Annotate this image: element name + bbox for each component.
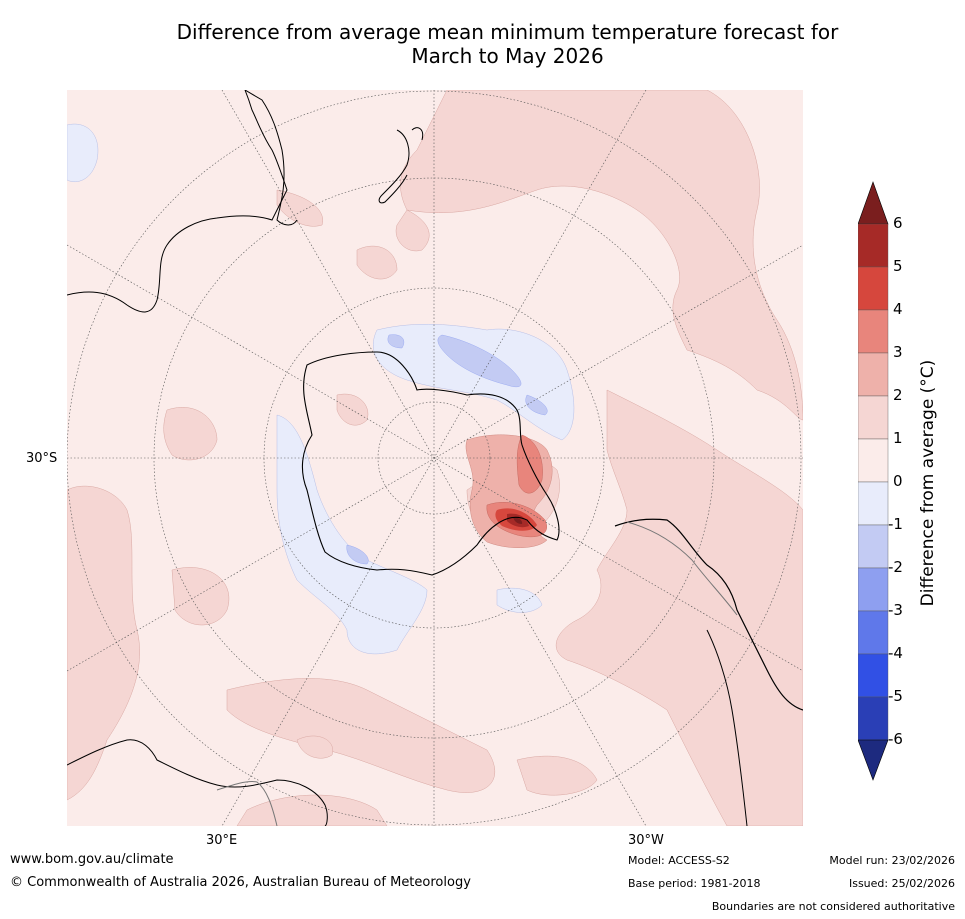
- footer-disclaimer: Boundaries are not considered authoritat…: [711, 900, 955, 913]
- colorbar-box: [858, 223, 889, 268]
- colorbar-tick-label: -2: [888, 558, 903, 576]
- colorbar-box: [858, 481, 889, 526]
- colorbar-box: [858, 266, 889, 311]
- map-title: Difference from average mean minimum tem…: [0, 20, 965, 68]
- footer-url: www.bom.gov.au/climate: [10, 852, 174, 867]
- colorbar-tick-label: 3: [893, 343, 903, 361]
- cool-strong-regions: [346, 334, 548, 565]
- footer-model: Model: ACCESS-S2: [628, 854, 730, 867]
- australia-east-coast: [244, 90, 298, 226]
- colorbar-tick-label: 0: [893, 472, 903, 490]
- south-america-inland-boundary: [626, 521, 738, 616]
- colorbar-tick-label: -5: [888, 687, 903, 705]
- colorbar-tick-label: 6: [893, 214, 903, 232]
- lat-label-30s: 30°S: [26, 451, 58, 466]
- colorbar-box: [858, 309, 889, 354]
- colorbar-extend-min: [858, 739, 889, 781]
- africa-coastline: [67, 739, 328, 826]
- colorbar-title: Difference from average (°C): [918, 359, 938, 607]
- title-line-1: Difference from average mean minimum tem…: [176, 20, 839, 44]
- colorbar-extend-max: [858, 181, 889, 225]
- footer-model-run: Model run: 23/02/2026: [829, 854, 955, 867]
- australia-coastline: [67, 90, 288, 313]
- colorbar-tick-label: 1: [893, 429, 903, 447]
- colorbar-box: [858, 653, 889, 698]
- colorbar-box: [858, 438, 889, 483]
- footer-issued: Issued: 25/02/2026: [848, 877, 955, 890]
- footer-copyright: © Commonwealth of Australia 2026, Austra…: [10, 875, 471, 890]
- south-america-east-coast: [706, 629, 748, 826]
- colorbar-tick-label: 2: [893, 386, 903, 404]
- graticule: [67, 90, 803, 826]
- antarctica-coastline: [301, 351, 560, 576]
- colorbar-box: [858, 524, 889, 569]
- colorbar-tick-label: -1: [888, 515, 903, 533]
- colorbar-box: [858, 696, 889, 741]
- lon-label-30w: 30°W: [628, 833, 664, 848]
- colorbar-box: [858, 395, 889, 440]
- colorbar-tick-label: 5: [893, 257, 903, 275]
- colorbar-tick-label: -6: [888, 730, 903, 748]
- south-america-coastline: [614, 518, 803, 711]
- colorbar: [858, 181, 889, 781]
- cool-anomaly-regions: [67, 123, 575, 655]
- colorbar-box: [858, 567, 889, 612]
- lon-label-30e: 30°E: [206, 833, 238, 848]
- title-line-2: March to May 2026: [411, 44, 604, 68]
- colorbar-tick-label: 4: [893, 300, 903, 318]
- colorbar-tick-label: -3: [888, 601, 903, 619]
- colorbar-box: [858, 610, 889, 655]
- colorbar-tick-label: -4: [888, 644, 903, 662]
- footer-base-period: Base period: 1981-2018: [628, 877, 761, 890]
- warm-anomaly-regions: [67, 90, 803, 826]
- warm-hotspot: [465, 434, 553, 549]
- polar-map: [67, 90, 803, 826]
- new-zealand-coastline: [378, 127, 424, 204]
- africa-inland-boundary: [216, 781, 278, 826]
- colorbar-box: [858, 352, 889, 397]
